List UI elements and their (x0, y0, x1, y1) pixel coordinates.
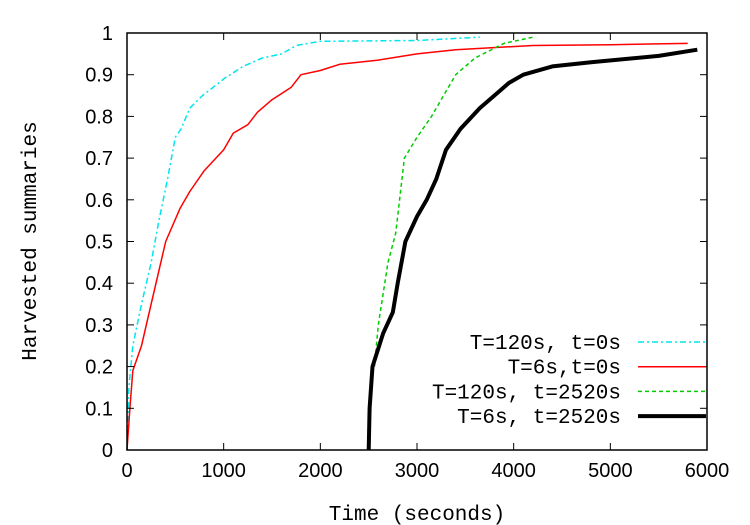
y-tick-label: 0.2 (85, 357, 113, 379)
y-tick-label: 1 (102, 23, 113, 45)
legend-label: T=120s, t=2520s (432, 382, 621, 405)
x-tick-label: 6000 (685, 460, 730, 482)
x-tick-label: 4000 (491, 460, 536, 482)
x-tick-label: 3000 (395, 460, 440, 482)
series-line-3 (366, 47, 698, 451)
legend-label: T=6s, t=2520s (457, 407, 621, 430)
series-line-2 (373, 36, 534, 367)
y-tick-label: 0.3 (85, 315, 113, 337)
y-tick-label: 0.9 (85, 65, 113, 87)
y-tick-label: 0.1 (85, 398, 113, 420)
y-axis-label: Harvested summaries (20, 121, 43, 360)
y-tick-label: 0.8 (85, 106, 113, 128)
axis-ticks: 0 1000 2000 3000 4000 5000 6000 0 0.1 0.2 0.3 0.4 0.… (85, 23, 729, 482)
x-axis-label: Time (seconds) (329, 504, 505, 525)
x-tick-label: 0 (121, 460, 132, 482)
legend-label: T=120s, t=0s (470, 333, 621, 356)
y-tick-label: 0.7 (85, 148, 113, 170)
legend-label: T=6s,t=0s (508, 358, 621, 381)
x-tick-label: 1000 (201, 460, 246, 482)
series-layer (126, 36, 698, 451)
y-tick-label: 0.5 (85, 232, 113, 254)
y-tick-label: 0.6 (85, 190, 113, 212)
y-tick-label: 0.4 (85, 273, 113, 295)
series-line-1 (126, 42, 688, 451)
y-tick-label: 0 (102, 440, 113, 462)
legend: T=120s, t=0sT=6s,t=0sT=120s, t=2520sT=6s… (432, 333, 706, 430)
series-line-0 (126, 36, 480, 451)
x-tick-label: 5000 (588, 460, 633, 482)
x-tick-label: 2000 (298, 460, 343, 482)
